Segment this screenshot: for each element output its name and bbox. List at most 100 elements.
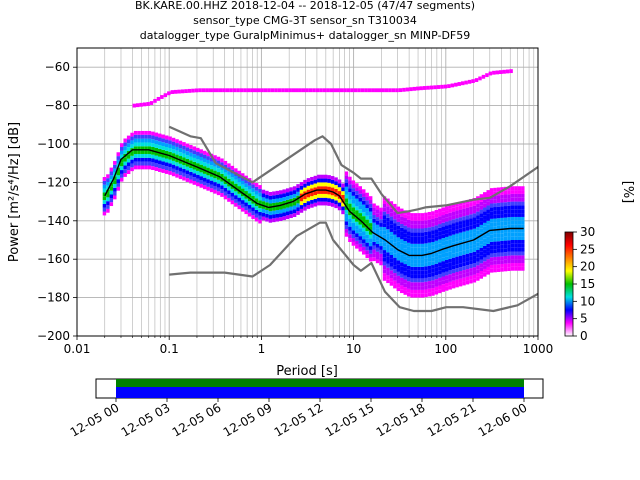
density-cell	[396, 206, 401, 211]
density-cell	[503, 267, 508, 272]
density-cell	[320, 186, 324, 191]
density-cell	[116, 159, 120, 164]
density-cell	[486, 263, 490, 267]
density-cell	[434, 275, 439, 280]
density-cell	[507, 255, 511, 260]
density-cell	[451, 238, 456, 243]
density-cell	[406, 254, 411, 259]
density-cell	[448, 243, 452, 248]
density-cell	[168, 159, 172, 164]
density-cell	[406, 258, 411, 262]
density-cell	[465, 234, 470, 239]
density-cell	[317, 178, 321, 183]
density-cell	[472, 251, 477, 256]
density-cell	[137, 142, 141, 147]
density-cell	[389, 251, 394, 256]
density-cell	[362, 227, 366, 232]
density-cell	[368, 257, 373, 262]
density-cell	[431, 230, 435, 235]
density-cell	[265, 198, 269, 203]
density-cell	[375, 224, 380, 229]
density-cell	[161, 134, 165, 139]
noise-model-low-line	[169, 221, 539, 313]
density-cell	[393, 280, 397, 285]
density-cell	[493, 237, 497, 242]
density-cell	[500, 267, 504, 272]
density-cell	[234, 191, 238, 196]
density-cell	[158, 148, 162, 153]
density-cell	[517, 190, 522, 194]
density-cell	[196, 182, 200, 187]
density-cell	[465, 211, 470, 216]
density-cell	[234, 195, 238, 200]
density-cell	[517, 240, 522, 244]
density-cell	[130, 155, 134, 160]
density-cell	[406, 227, 411, 232]
envelope-cell	[256, 88, 261, 93]
density-cell	[379, 211, 383, 216]
density-cell	[337, 198, 342, 203]
density-cell	[493, 260, 497, 265]
density-cell	[213, 162, 217, 167]
density-cell	[182, 149, 186, 154]
density-cell	[434, 259, 439, 264]
density-cell	[455, 264, 459, 269]
density-cell	[164, 166, 169, 171]
density-cell	[396, 275, 401, 280]
density-cell	[213, 170, 217, 175]
density-cell	[455, 218, 459, 223]
density-cell	[355, 210, 359, 215]
density-cell	[206, 175, 210, 180]
density-cell	[434, 240, 439, 245]
x-tick-label: 1	[258, 342, 266, 356]
density-cell	[254, 190, 259, 195]
density-cell	[275, 213, 280, 218]
density-cell	[164, 150, 169, 155]
density-cell	[500, 202, 504, 207]
density-cell	[375, 236, 380, 241]
density-cell	[444, 213, 449, 218]
density-cell	[140, 146, 145, 151]
density-cell	[472, 247, 477, 252]
density-cell	[476, 269, 480, 274]
density-cell	[472, 228, 477, 233]
density-cell	[500, 217, 504, 222]
density-cell	[175, 150, 179, 155]
density-cell	[489, 261, 494, 265]
density-cell	[500, 225, 504, 230]
density-cell	[476, 211, 480, 216]
density-cell	[209, 188, 214, 193]
density-cell	[192, 180, 197, 185]
density-cell	[241, 173, 245, 178]
density-cell	[154, 167, 159, 171]
density-cell	[209, 172, 214, 177]
density-cell	[362, 216, 366, 220]
density-cell	[296, 191, 300, 196]
density-cell	[483, 268, 487, 273]
density-cell	[507, 267, 511, 272]
density-cell	[476, 273, 480, 277]
density-cell	[227, 197, 231, 202]
density-cell	[496, 233, 501, 238]
density-cell	[521, 251, 525, 256]
density-cell	[486, 201, 490, 206]
density-cell	[341, 206, 345, 211]
density-cell	[296, 211, 300, 215]
density-cell	[514, 190, 518, 194]
density-cell	[102, 203, 107, 208]
timeline-coverage-gaps	[116, 379, 524, 387]
density-cell	[258, 196, 262, 201]
density-cell	[268, 207, 273, 212]
density-cell	[503, 206, 508, 210]
envelope-cell	[277, 88, 282, 93]
envelope-cell	[509, 69, 513, 74]
density-cell	[410, 213, 414, 217]
density-cell	[510, 186, 515, 191]
envelope-cell	[194, 88, 199, 93]
density-cell	[351, 180, 356, 185]
density-cell	[410, 251, 414, 256]
density-cell	[223, 168, 228, 173]
density-cell	[279, 201, 283, 206]
